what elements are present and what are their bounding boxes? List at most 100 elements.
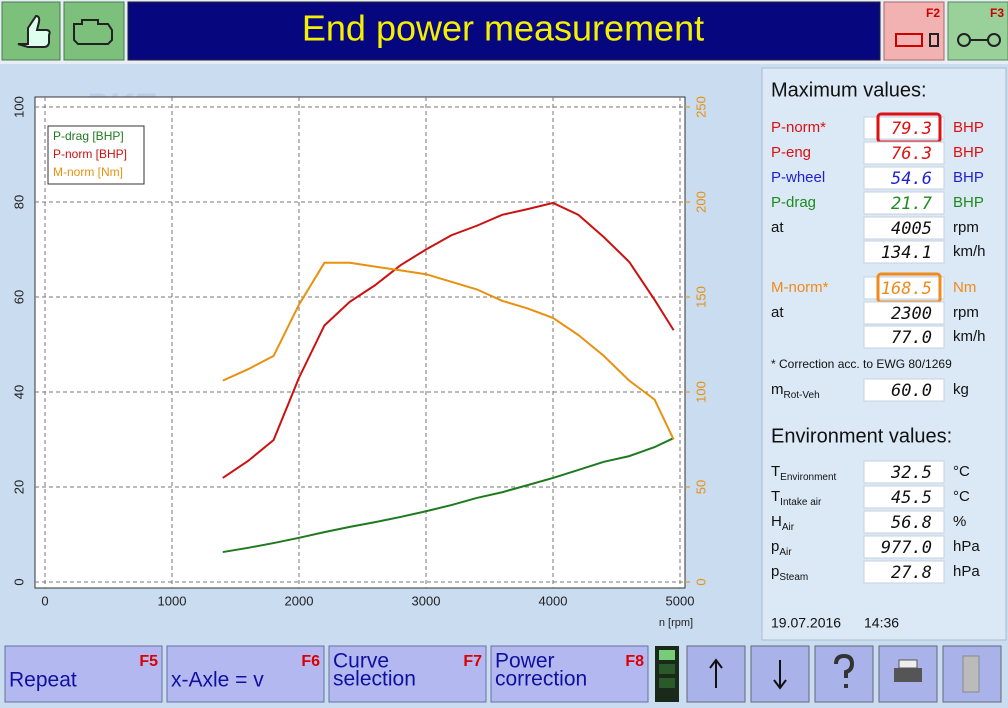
approve-button[interactable] (1, 1, 61, 61)
button-label: Repeat (9, 669, 77, 692)
key-label: F5 (139, 653, 158, 670)
page-title: End power measurement (302, 8, 704, 49)
y2-tick-label: 100 (693, 381, 708, 403)
data-line (222, 437, 675, 554)
button-label: Power (495, 650, 555, 673)
label-sub: Air (782, 522, 795, 533)
value: 79.3 (891, 119, 932, 139)
time: 14:36 (864, 615, 899, 631)
unit: BHP (953, 119, 984, 136)
value-box (863, 510, 945, 534)
y-tick-label: 100 (11, 96, 26, 118)
value-label: P-norm* (771, 119, 826, 136)
value-box (863, 276, 945, 300)
label-main: m (771, 381, 784, 398)
key-label: F3 (990, 6, 1004, 20)
value: 60.0 (891, 381, 932, 401)
unit: BHP (953, 194, 984, 211)
unit: °C (953, 463, 970, 480)
value-box (863, 560, 945, 584)
y-tick-label: 20 (11, 480, 26, 494)
status-light (659, 650, 675, 660)
y2-tick-label: 200 (693, 191, 708, 213)
f2-button[interactable] (883, 1, 945, 61)
y-tick-label: 0 (11, 578, 26, 585)
value: 77.0 (891, 328, 932, 348)
legend-entry: M-norm [Nm] (53, 165, 123, 179)
value: 977.0 (881, 538, 932, 558)
value-box (863, 141, 945, 165)
button-label: selection (333, 668, 416, 691)
thumb-icon (17, 14, 51, 48)
button-label: Curve (333, 650, 389, 673)
value-box (863, 301, 945, 325)
help-icon (834, 653, 855, 688)
label-main: T (771, 463, 780, 480)
printer-icon (894, 668, 922, 682)
value-label: pAir (771, 538, 792, 558)
unit: km/h (953, 328, 986, 345)
y2-tick-label: 150 (693, 286, 708, 308)
value-box (863, 116, 945, 140)
key-label: F7 (463, 653, 482, 670)
key-label: F2 (926, 6, 940, 20)
value-box (863, 216, 945, 240)
label-sub: Steam (779, 572, 808, 583)
value-box (863, 378, 945, 402)
label-sub: Intake air (780, 497, 822, 508)
car-icon (895, 33, 923, 47)
value: 45.5 (891, 488, 932, 508)
value-box (863, 535, 945, 559)
section-title: Maximum values: (771, 79, 927, 101)
unit: km/h (953, 243, 986, 260)
value-label: pSteam (771, 563, 808, 583)
unit: % (953, 513, 966, 530)
value-box (863, 325, 945, 349)
value-label: P-wheel (771, 169, 825, 186)
footnote: * Correction acc. to EWG 80/1269 (771, 357, 952, 371)
value-box (863, 191, 945, 215)
y2-tick-label: 50 (693, 480, 708, 494)
data-line (222, 201, 675, 479)
function-button[interactable] (166, 645, 325, 703)
status-light (659, 664, 675, 674)
function-button[interactable] (328, 645, 487, 703)
section-title: Environment values: (771, 425, 952, 447)
x-tick-label: 0 (41, 593, 48, 608)
y2-tick-label: 0 (693, 578, 708, 585)
value: 56.8 (891, 513, 932, 533)
x-tick-label: 5000 (666, 593, 695, 608)
printer-icon (898, 659, 918, 669)
door-icon (962, 655, 980, 693)
value: 168.5 (881, 279, 932, 299)
value-label: mRot-Veh (771, 381, 820, 401)
unit: BHP (953, 169, 984, 186)
label-main: p (771, 538, 779, 555)
value-box (863, 240, 945, 264)
unit: °C (953, 488, 970, 505)
function-button[interactable] (4, 645, 163, 703)
value: 27.8 (891, 563, 932, 583)
function-button[interactable] (490, 645, 649, 703)
value-label: P-drag (771, 194, 816, 211)
value-box (863, 460, 945, 484)
unit: rpm (953, 219, 979, 236)
x-axis-label: n [rpm] (659, 617, 693, 629)
button-label: correction (495, 668, 587, 691)
legend-entry: P-norm [BHP] (53, 147, 127, 161)
value: 2300 (891, 304, 932, 324)
x-tick-label: 1000 (158, 593, 187, 608)
key-label: F6 (301, 653, 320, 670)
x-tick-label: 3000 (412, 593, 441, 608)
value: 4005 (891, 219, 932, 239)
f3-button[interactable] (947, 1, 1008, 61)
value: 32.5 (890, 463, 932, 483)
label-sub: Air (779, 547, 792, 558)
label-sub: Environment (780, 472, 836, 483)
title-bar (127, 1, 881, 61)
unit: rpm (953, 304, 979, 321)
up-arrow (709, 658, 723, 688)
value-box (863, 485, 945, 509)
down-arrow (773, 660, 787, 690)
